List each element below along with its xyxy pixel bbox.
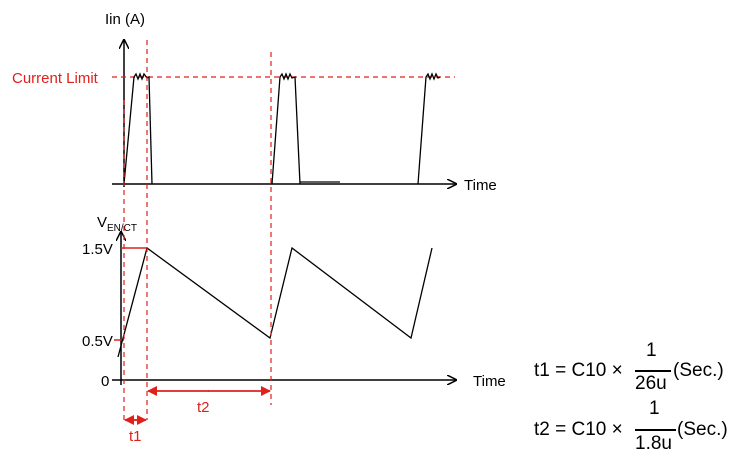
- equation-t2: t2 = C10 × 1 1.8u (Sec.): [534, 398, 744, 463]
- tick-0: 0: [101, 373, 109, 390]
- eq2-lhs: t2 = C10 ×: [534, 419, 623, 440]
- eq2-denominator: 1.8u: [635, 433, 672, 454]
- eq1-lhs: t1 = C10 ×: [534, 360, 623, 381]
- eq1-numerator: 1: [646, 340, 657, 361]
- eq1-suffix: (Sec.): [673, 360, 724, 381]
- bottom-x-axis-label: Time: [473, 373, 506, 390]
- top-plot: Iin (A) Time Current Limit: [12, 11, 497, 194]
- vct-sawtooth: [117, 246, 433, 358]
- y-label-subscript: EN/CT: [107, 223, 137, 234]
- eq2-suffix: (Sec.): [677, 419, 728, 440]
- t1-label: t1: [129, 428, 142, 445]
- current-pulse-1: [123, 72, 153, 185]
- bottom-y-axis-label: VEN/CT: [97, 214, 137, 234]
- tick-1-5v: 1.5V: [82, 241, 113, 258]
- top-x-axis-label: Time: [464, 177, 497, 194]
- eq1-denominator: 26u: [635, 373, 667, 394]
- eq2-fraction-bar: [635, 429, 676, 431]
- eq1-fraction-bar: [635, 370, 671, 372]
- t2-label: t2: [197, 399, 210, 416]
- y-label-main: V: [97, 214, 107, 231]
- current-pulse-2: [271, 72, 301, 185]
- current-pulse-3: [417, 72, 441, 185]
- equation-t1: t1 = C10 × 1 26u (Sec.): [534, 340, 739, 400]
- bottom-plot: VEN/CT Time 1.5V 0.5V 0: [82, 214, 506, 390]
- current-limit-label: Current Limit: [12, 70, 99, 87]
- top-y-axis-label: Iin (A): [105, 11, 145, 28]
- timing-markers: t1 t2: [123, 40, 272, 445]
- eq2-numerator: 1: [649, 398, 660, 419]
- tick-0-5v: 0.5V: [82, 333, 113, 350]
